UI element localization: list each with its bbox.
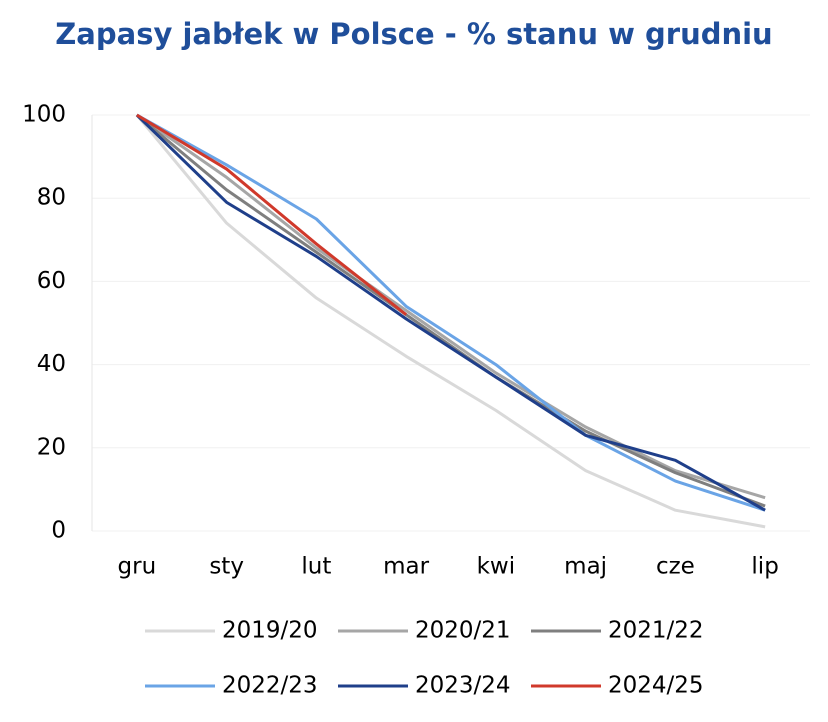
legend-label: 2023/24 xyxy=(415,673,511,699)
y-tick-label: 60 xyxy=(37,268,66,294)
x-tick-label: maj xyxy=(564,554,607,580)
legend-label: 2020/21 xyxy=(415,618,511,644)
x-tick-label: cze xyxy=(656,554,695,580)
series-line xyxy=(136,113,766,500)
chart-title: Zapasy jabłek w Polsce - % stanu w grudn… xyxy=(55,17,772,51)
legend-label: 2019/20 xyxy=(222,618,318,644)
series-line xyxy=(135,114,766,529)
series-line xyxy=(135,113,766,512)
y-tick-label: 40 xyxy=(37,351,66,377)
y-tick-label: 80 xyxy=(37,185,66,211)
y-tick-label: 100 xyxy=(22,102,66,128)
legend-label: 2022/23 xyxy=(222,673,318,699)
x-tick-label: sty xyxy=(209,554,244,580)
legend-label: 2021/22 xyxy=(608,618,704,644)
y-tick-label: 20 xyxy=(37,434,66,460)
series-line xyxy=(136,113,408,316)
legend-label: 2024/25 xyxy=(608,673,704,699)
x-tick-label: lut xyxy=(301,554,331,580)
x-tick-label: kwi xyxy=(477,554,516,580)
series-line xyxy=(135,113,766,508)
x-tick-label: lip xyxy=(751,554,778,580)
x-tick-label: mar xyxy=(383,554,429,580)
series-line xyxy=(136,113,766,512)
y-tick-label: 0 xyxy=(51,518,66,544)
x-tick-label: gru xyxy=(118,554,157,580)
